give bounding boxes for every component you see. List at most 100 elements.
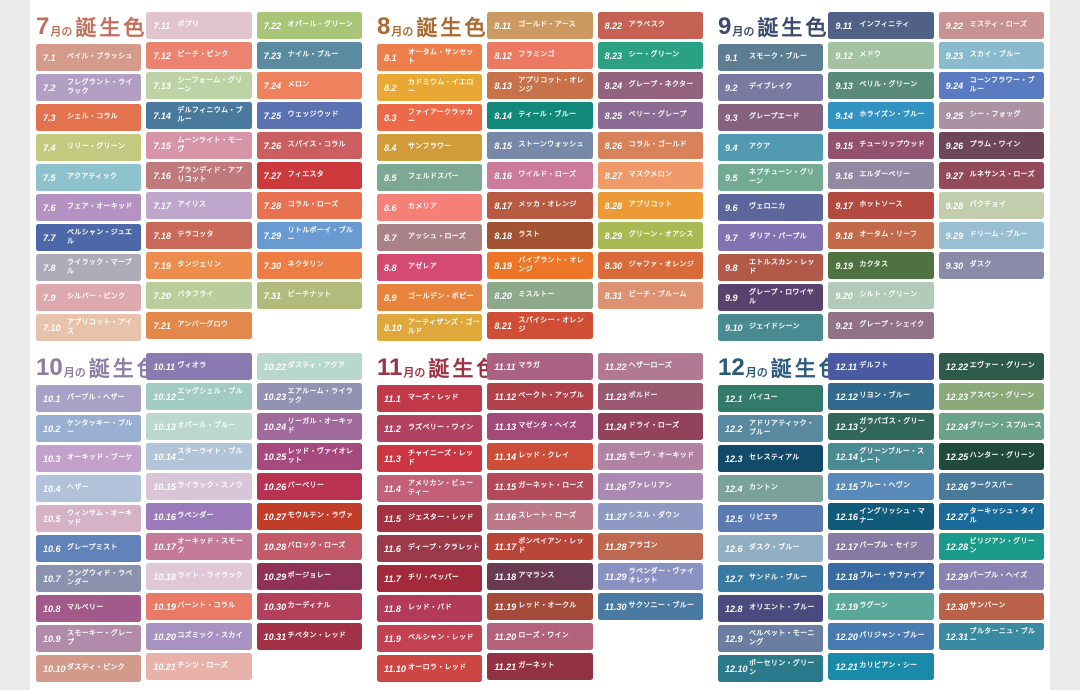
- swatch-date: 11.22: [604, 361, 627, 372]
- birth-color-swatch: 9.25 シー・フォッグ: [938, 102, 1044, 129]
- birth-color-label: 誕生色: [757, 17, 830, 40]
- month-columns: 8 月の 誕生色 8.1 オータム・サンセット 8.2 カドミウム・イエロー 8.3 ファイアー…: [377, 12, 703, 344]
- swatch-date: 11.27: [604, 511, 627, 522]
- month-unit-label: 月の: [745, 367, 768, 379]
- swatch-date: 10.5: [43, 513, 61, 524]
- birth-color-swatch: 8.6 カメリア: [377, 194, 483, 221]
- swatch-date: 10.23: [263, 391, 287, 402]
- swatch-color-name: アイリス: [177, 201, 207, 209]
- swatch-color-name: リリー・グリーン: [67, 143, 126, 151]
- swatch-date: 9.25: [945, 110, 964, 121]
- swatch-date: 9.14: [835, 110, 853, 121]
- month-title: 12 月の 誕生色: [718, 353, 840, 382]
- swatch-color-name: モーヴ・オーキッド: [628, 452, 695, 460]
- birth-color-swatch: 7.7 ペルシャン・ジュエル: [36, 224, 142, 251]
- birth-color-swatch: 12.26 ラークスパー: [938, 473, 1044, 500]
- swatch-color-name: アプリコット・アイス: [67, 318, 133, 335]
- swatch-color-name: ヴァレリアン: [628, 482, 673, 490]
- birth-color-swatch: 8.31 ピーチ・ブルーム: [597, 282, 703, 309]
- swatch-date: 12.24: [945, 421, 969, 432]
- swatch-color-name: テラコッタ: [177, 231, 214, 239]
- swatch-date: 12.21: [835, 661, 858, 672]
- swatch-date: 8.6: [384, 202, 397, 213]
- birth-color-swatch: 10.22 ダスティ・アクア: [256, 353, 362, 380]
- month-unit-label: 月の: [63, 367, 86, 379]
- birth-color-swatch: 7.3 シェル・コラル: [36, 104, 142, 131]
- swatch-date: 9.27: [945, 170, 964, 181]
- swatch-date: 12.26: [945, 481, 969, 492]
- swatch-column: 7.22 オパール・グリーン 7.23 ナイル・ブルー 7.24 メロン 7.25 ウェッジウ…: [256, 12, 362, 344]
- birth-color-swatch: 9.16 エルダーベリー: [828, 162, 934, 189]
- birth-color-swatch: 10.17 オーキッド・スモーク: [146, 533, 252, 560]
- birth-color-swatch: 10.14 スターライト・ブルー: [146, 443, 252, 470]
- swatch-date: 12.23: [945, 391, 969, 402]
- birth-color-swatch: 8.18 ラスト: [487, 222, 593, 249]
- swatch-date: 9.22: [945, 20, 964, 31]
- birth-color-swatch: 9.12 メドウ: [828, 42, 934, 69]
- swatch-color-name: ブルー・ヘヴン: [859, 482, 911, 490]
- swatch-color-name: デルフト: [859, 362, 889, 370]
- swatch-color-name: ムーンライト・モーヴ: [177, 136, 243, 153]
- swatch-date: 12.29: [945, 571, 969, 582]
- birth-color-swatch: 11.19 レッド・オークル: [487, 593, 593, 620]
- swatch-color-name: バタフライ: [177, 291, 214, 299]
- birth-color-swatch: 11.11 マラガ: [487, 353, 593, 380]
- right-gutter: [1050, 0, 1080, 690]
- swatch-date: 7.7: [43, 232, 56, 243]
- swatch-date: 7.11: [153, 20, 171, 31]
- birth-color-swatch: 10.1 パープル・ヘザー: [36, 385, 142, 412]
- birth-color-swatch: 8.23 シー・グリーン: [597, 42, 703, 69]
- swatch-color-name: ターキッシュ・タイル: [969, 507, 1036, 524]
- swatch-color-name: パクチョイ: [969, 201, 1007, 209]
- birth-color-swatch: 7.5 アクアティック: [36, 164, 142, 191]
- swatch-date: 9.12: [835, 50, 853, 61]
- swatch-date: 7.23: [263, 50, 282, 61]
- swatch-date: 7.12: [153, 50, 171, 61]
- swatch-date: 11.4: [384, 483, 401, 494]
- swatch-date: 8.24: [604, 80, 623, 91]
- swatch-date: 7.1: [43, 52, 56, 63]
- birth-color-swatch: 7.27 フィエスタ: [256, 162, 362, 189]
- swatch-color-name: ローズ・ワイン: [518, 632, 570, 640]
- swatch-date: 8.9: [384, 292, 397, 303]
- swatch-color-name: ペイル・ブラッシュ: [67, 53, 133, 61]
- swatch-date: 12.7: [725, 573, 743, 584]
- month-unit-label: 月の: [732, 26, 755, 38]
- swatch-date: 11.12: [494, 391, 517, 402]
- left-gutter: [0, 0, 30, 690]
- swatch-color-name: ラングウィド・ラベンダー: [67, 569, 133, 586]
- birth-color-swatch: 12.12 リヨン・ブルー: [828, 383, 934, 410]
- birth-color-swatch: 9.26 プラム・ワイン: [938, 132, 1044, 159]
- swatch-color-name: アクア: [749, 143, 771, 151]
- swatch-color-name: グレープ・ネクター: [628, 81, 694, 89]
- swatch-color-name: メドウ: [859, 51, 882, 59]
- birth-color-swatch: 11.20 ローズ・ワイン: [487, 623, 593, 650]
- swatch-color-name: ガーネット・ローズ: [518, 482, 584, 490]
- birth-color-swatch: 10.9 スモーキー・グレープ: [36, 625, 142, 652]
- swatch-color-name: マラガ: [518, 362, 541, 370]
- birth-color-swatch: 10.13 オパール・ブルー: [146, 413, 252, 440]
- birth-color-swatch: 7.10 アプリコット・アイス: [36, 314, 142, 341]
- swatch-date: 12.5: [725, 513, 743, 524]
- swatch-color-name: パープル・セイジ: [859, 542, 918, 550]
- birth-color-swatch: 10.8 マルベリー: [36, 595, 142, 622]
- birth-color-swatch: 12.17 パープル・セイジ: [828, 533, 934, 560]
- swatch-date: 8.26: [604, 140, 623, 151]
- swatch-date: 11.8: [384, 603, 401, 614]
- swatch-date: 11.13: [494, 421, 517, 432]
- swatch-date: 11.3: [384, 453, 401, 464]
- birth-color-swatch: 9.23 スカイ・ブルー: [938, 42, 1044, 69]
- swatch-date: 12.1: [725, 393, 743, 404]
- swatch-color-name: アプリコット: [628, 201, 673, 209]
- swatch-date: 11.7: [384, 573, 401, 584]
- swatch-color-name: エトルスカン・レッド: [749, 258, 815, 275]
- swatch-date: 7.16: [153, 170, 171, 181]
- swatch-color-name: アゼレア: [408, 263, 438, 271]
- swatch-color-name: ラベンダー: [177, 512, 214, 520]
- swatch-date: 11.1: [384, 393, 401, 404]
- birth-color-swatch: 10.7 ラングウィド・ラベンダー: [36, 565, 142, 592]
- birth-color-swatch: 10.2 ケンタッキー・ブルー: [36, 415, 142, 442]
- birth-color-swatch: 12.23 アスペン・グリーン: [938, 383, 1044, 410]
- swatch-date: 8.20: [494, 290, 512, 301]
- swatch-color-name: バイブラント・オレンジ: [518, 256, 585, 273]
